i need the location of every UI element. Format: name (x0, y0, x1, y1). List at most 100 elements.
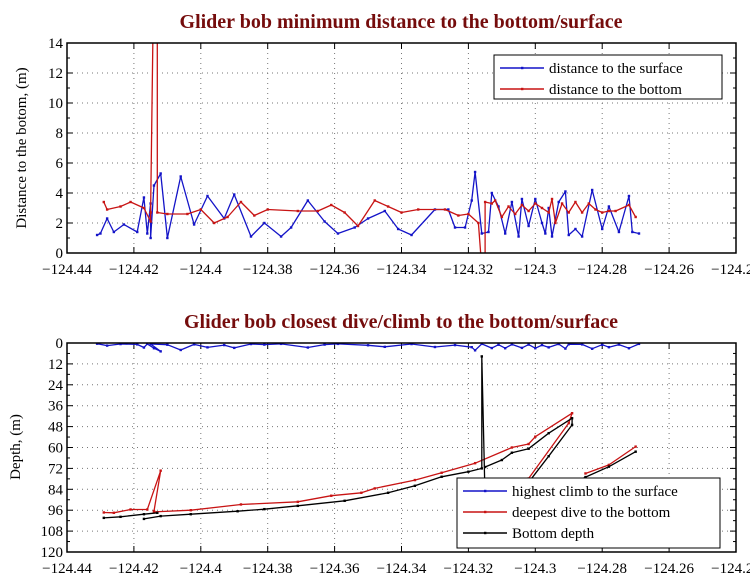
data-point (567, 421, 570, 425)
data-point (540, 221, 544, 225)
data-point (236, 510, 239, 513)
data-point (497, 343, 500, 346)
data-point (366, 344, 370, 347)
data-point (527, 447, 530, 450)
data-point (503, 347, 507, 350)
data-point (95, 343, 99, 345)
data-point (249, 235, 253, 238)
data-point (152, 347, 156, 350)
data-point (360, 491, 363, 494)
data-point (574, 200, 577, 204)
data-point (547, 432, 550, 435)
data-point (463, 226, 467, 229)
data-point (306, 199, 310, 202)
data-point (594, 208, 597, 211)
data-point (527, 343, 530, 346)
data-point (634, 450, 637, 453)
legend-label: distance to the bottom (549, 82, 682, 98)
data-point (239, 200, 243, 204)
data-point (149, 211, 152, 214)
data-point (105, 208, 109, 211)
data-point (233, 193, 236, 196)
x-tick-label: −124.26 (644, 262, 694, 278)
data-point (547, 211, 550, 214)
data-point (637, 232, 641, 235)
data-point (156, 211, 159, 214)
data-point (383, 345, 386, 349)
series-line-depth (103, 355, 636, 520)
y-tick-label: 10 (48, 96, 63, 112)
data-point (440, 471, 443, 474)
data-point (263, 507, 266, 511)
x-tick-label: −124.26 (644, 561, 694, 577)
x-tick-label: −124.3 (514, 262, 556, 278)
x-tick-label: −124.38 (243, 262, 293, 278)
x-tick-label: −124.32 (444, 561, 494, 577)
data-point (296, 209, 300, 213)
data-point (557, 200, 560, 204)
data-point (356, 224, 360, 228)
data-point (467, 470, 470, 473)
data-point (584, 472, 587, 475)
data-point (517, 235, 520, 238)
data-point (263, 343, 266, 346)
data-point (386, 205, 390, 208)
data-point (601, 343, 604, 346)
data-point (142, 517, 146, 521)
legend-marker (484, 489, 487, 493)
data-point (637, 343, 641, 346)
data-point (206, 194, 209, 198)
data-point (617, 230, 621, 234)
data-point (383, 209, 386, 213)
x-tick-label: −124.4 (180, 262, 223, 278)
data-point (560, 202, 564, 205)
data-point (119, 515, 122, 519)
data-point (119, 205, 122, 208)
y-tick-label: 72 (48, 461, 63, 477)
data-point (95, 233, 99, 237)
y-tick-label: 12 (48, 357, 63, 373)
data-point (296, 504, 300, 508)
data-point (540, 343, 544, 347)
data-point (336, 343, 340, 346)
data-point (514, 212, 517, 216)
data-point (149, 236, 152, 240)
data-point (453, 343, 457, 347)
data-point (457, 214, 460, 217)
data-point (146, 232, 149, 235)
data-point (122, 223, 126, 226)
data-point (142, 206, 146, 210)
y-tick-label: 48 (48, 420, 63, 436)
y-tick-label: 6 (56, 156, 64, 172)
data-point (413, 484, 417, 488)
data-point (490, 191, 494, 195)
legend-marker (521, 87, 524, 91)
data-point (570, 417, 574, 420)
data-point (373, 199, 376, 202)
data-point (279, 343, 283, 346)
y-tick-label: 84 (48, 482, 64, 498)
data-point (510, 446, 514, 449)
data-point (503, 232, 507, 235)
data-point (520, 197, 524, 201)
data-point (192, 343, 196, 346)
data-point (627, 194, 631, 198)
legend: distance to the surface distance to the b… (493, 54, 723, 100)
data-point (192, 223, 196, 226)
y-axis-label: Distance to the botom, (m) (14, 67, 30, 228)
data-point (580, 343, 584, 346)
data-point (343, 499, 346, 502)
data-point (527, 209, 530, 213)
y-tick-label: 4 (56, 186, 64, 202)
axes-frame (66, 42, 737, 254)
data-point (617, 343, 621, 346)
data-point (166, 236, 169, 240)
y-tick-label: 8 (56, 126, 64, 142)
data-point (396, 227, 400, 231)
data-point (119, 343, 122, 346)
data-point (607, 205, 611, 208)
x-tick-label: −124.36 (310, 262, 360, 278)
data-point (453, 226, 457, 229)
x-tick-label: −124.3 (514, 561, 556, 577)
data-point (564, 347, 567, 350)
